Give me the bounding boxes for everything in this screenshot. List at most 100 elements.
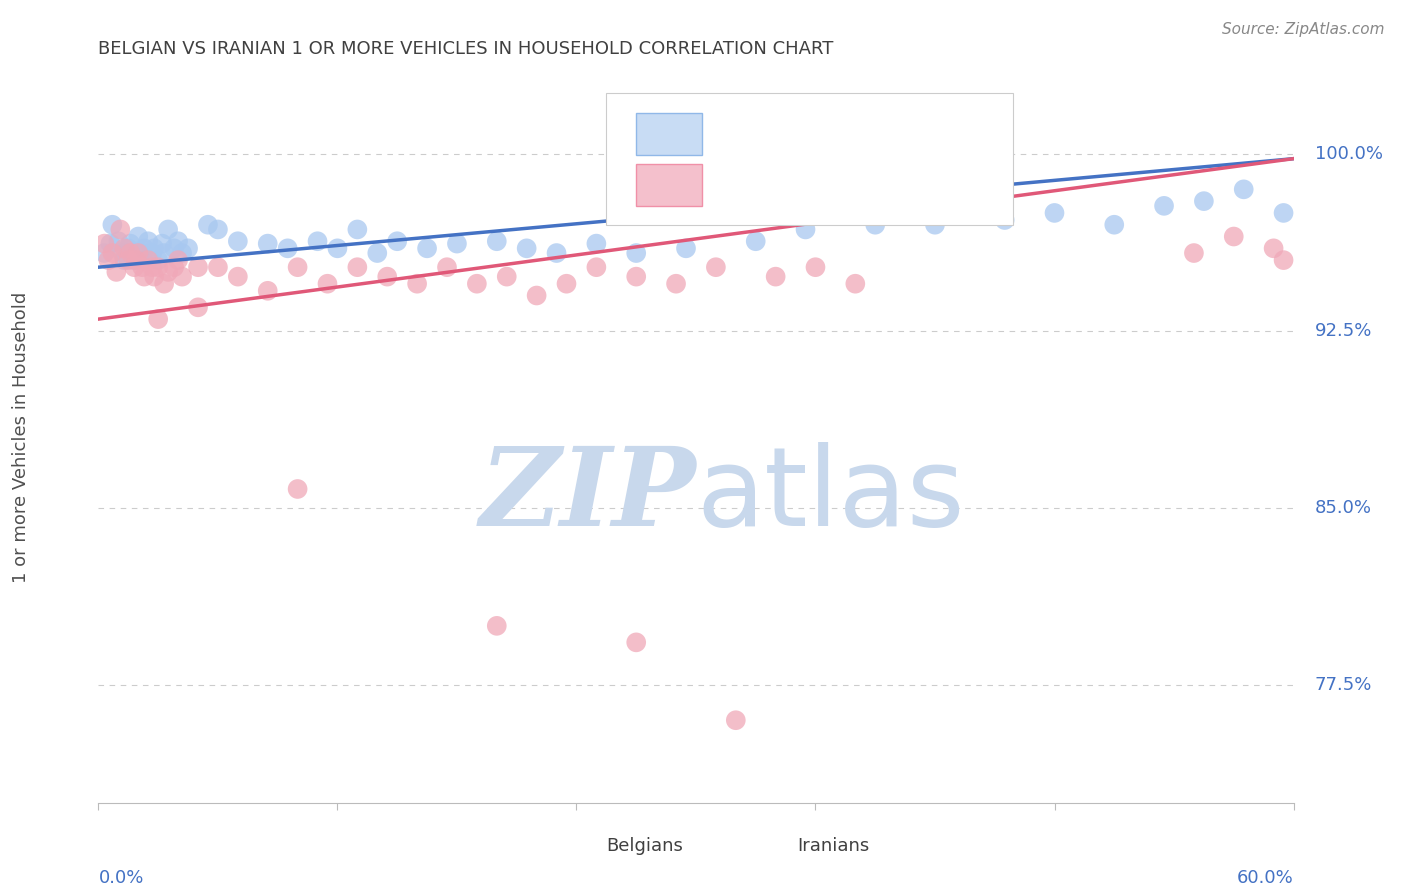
Point [794, 222, 817, 236]
Text: Belgians: Belgians [606, 837, 683, 855]
Point [1102, 218, 1125, 232]
Point [1272, 253, 1295, 268]
Point [127, 229, 149, 244]
Point [436, 260, 458, 275]
Point [124, 253, 146, 268]
Point [1192, 194, 1215, 208]
Point [1222, 229, 1246, 244]
Point [665, 277, 688, 291]
Text: 77.5%: 77.5% [1315, 676, 1372, 694]
Point [585, 236, 607, 251]
Point [105, 265, 128, 279]
Text: ZIP: ZIP [479, 442, 696, 549]
Point [546, 246, 568, 260]
FancyBboxPatch shape [636, 113, 702, 155]
Point [167, 234, 190, 248]
Point [134, 269, 156, 284]
Point [148, 260, 170, 275]
Point [124, 260, 146, 275]
Point [143, 241, 166, 255]
Point [346, 260, 368, 275]
Point [98, 236, 122, 251]
Point [624, 269, 647, 284]
Point [495, 269, 517, 284]
Point [143, 269, 166, 284]
Point [307, 234, 329, 248]
Point [316, 277, 339, 291]
Point [526, 288, 548, 302]
FancyBboxPatch shape [547, 834, 596, 858]
Point [624, 635, 647, 649]
Text: Source: ZipAtlas.com: Source: ZipAtlas.com [1222, 22, 1385, 37]
Point [157, 265, 180, 279]
Text: Iranians: Iranians [797, 837, 870, 855]
Point [745, 234, 768, 248]
Point [153, 246, 176, 260]
Point [112, 241, 135, 255]
Point [141, 246, 163, 260]
Text: 0.0%: 0.0% [98, 869, 143, 887]
Text: 60.0%: 60.0% [1237, 869, 1294, 887]
Text: 100.0%: 100.0% [1315, 145, 1382, 163]
Point [93, 246, 115, 260]
Point [117, 253, 139, 268]
Point [157, 222, 180, 236]
Point [136, 253, 159, 268]
Point [207, 222, 229, 236]
Text: 85.0%: 85.0% [1315, 499, 1372, 516]
Text: atlas: atlas [696, 442, 965, 549]
Point [585, 260, 607, 275]
Point [555, 277, 578, 291]
Point [256, 284, 278, 298]
Point [277, 241, 299, 255]
Point [163, 241, 186, 255]
Point [97, 253, 120, 268]
Point [863, 218, 886, 232]
Point [101, 246, 124, 260]
Point [844, 277, 866, 291]
Text: R = 0.279   N = 53: R = 0.279 N = 53 [716, 175, 917, 194]
Point [107, 234, 129, 248]
Text: R = 0.536   N = 53: R = 0.536 N = 53 [716, 125, 917, 144]
Point [346, 222, 368, 236]
Point [375, 269, 398, 284]
Point [516, 241, 538, 255]
Point [385, 234, 409, 248]
Point [120, 246, 142, 260]
FancyBboxPatch shape [606, 94, 1012, 225]
Point [256, 236, 278, 251]
Point [924, 218, 946, 232]
Point [287, 482, 309, 496]
Point [125, 246, 148, 260]
Point [131, 260, 153, 275]
Point [1182, 246, 1205, 260]
Point [724, 713, 747, 727]
Point [117, 241, 139, 255]
Point [1272, 206, 1295, 220]
Point [93, 236, 115, 251]
Point [326, 241, 349, 255]
Point [150, 236, 173, 251]
Point [1233, 182, 1256, 196]
Point [136, 234, 159, 248]
Text: BELGIAN VS IRANIAN 1 OR MORE VEHICLES IN HOUSEHOLD CORRELATION CHART: BELGIAN VS IRANIAN 1 OR MORE VEHICLES IN… [98, 40, 834, 58]
Point [226, 269, 249, 284]
Point [177, 241, 200, 255]
Point [187, 260, 209, 275]
Point [187, 301, 209, 315]
Point [765, 269, 787, 284]
Point [111, 246, 134, 260]
Point [416, 241, 439, 255]
Point [167, 253, 190, 268]
Point [163, 260, 186, 275]
Point [485, 619, 508, 633]
Text: 92.5%: 92.5% [1315, 322, 1372, 340]
FancyBboxPatch shape [738, 834, 787, 858]
Point [148, 253, 170, 268]
Point [465, 277, 488, 291]
Point [287, 260, 309, 275]
Point [994, 213, 1017, 227]
Point [153, 277, 176, 291]
Point [141, 260, 163, 275]
Point [172, 269, 194, 284]
